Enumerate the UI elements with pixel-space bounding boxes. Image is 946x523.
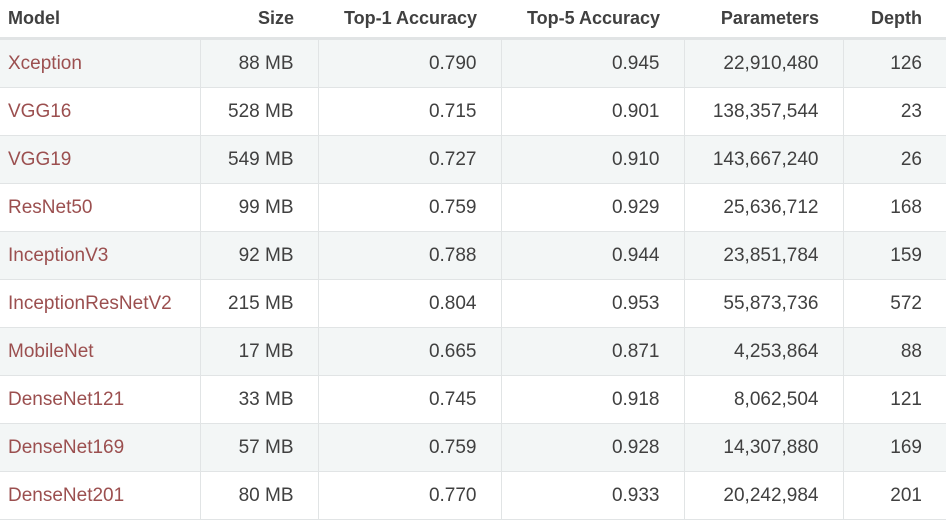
table-body: Xception 88 MB 0.790 0.945 22,910,480 126 VGG1… <box>0 38 946 520</box>
cell-size: 92 MB <box>200 231 319 280</box>
cell-model: DenseNet201 <box>0 471 201 520</box>
cell-top5-accuracy: 0.933 <box>501 471 685 520</box>
cell-size: 33 MB <box>200 375 319 424</box>
table-row: DenseNet121 33 MB 0.745 0.918 8,062,504 121 <box>0 375 946 424</box>
table-row: DenseNet201 80 MB 0.770 0.933 20,242,984 201 <box>0 471 946 520</box>
model-link[interactable]: DenseNet201 <box>8 484 125 506</box>
cell-top1-accuracy: 0.770 <box>318 471 502 520</box>
cell-model: DenseNet169 <box>0 423 201 472</box>
cell-parameters: 138,357,544 <box>684 87 844 136</box>
model-link[interactable]: DenseNet121 <box>8 388 125 410</box>
cell-model: InceptionResNetV2 <box>0 279 201 328</box>
cell-parameters: 14,307,880 <box>684 423 844 472</box>
cell-size: 17 MB <box>200 327 319 376</box>
model-link[interactable]: VGG16 <box>8 100 72 122</box>
cell-depth: 201 <box>843 471 946 520</box>
cell-depth: 88 <box>843 327 946 376</box>
cell-top1-accuracy: 0.759 <box>318 423 502 472</box>
cell-size: 88 MB <box>200 38 319 88</box>
cell-top1-accuracy: 0.790 <box>318 38 502 88</box>
cell-top1-accuracy: 0.759 <box>318 183 502 232</box>
header-row: Model Size Top-1 Accuracy Top-5 Accuracy… <box>0 0 946 40</box>
cell-parameters: 8,062,504 <box>684 375 844 424</box>
header-size: Size <box>200 0 318 40</box>
cell-model: ResNet50 <box>0 183 201 232</box>
model-link[interactable]: InceptionResNetV2 <box>8 292 172 314</box>
cell-model: VGG19 <box>0 135 201 184</box>
model-link[interactable]: Xception <box>8 52 82 74</box>
cell-model: MobileNet <box>0 327 201 376</box>
header-top1-accuracy: Top-1 Accuracy <box>318 0 501 40</box>
header-parameters: Parameters <box>684 0 843 40</box>
cell-size: 99 MB <box>200 183 319 232</box>
cell-model: VGG16 <box>0 87 201 136</box>
cell-top1-accuracy: 0.745 <box>318 375 502 424</box>
cell-parameters: 20,242,984 <box>684 471 844 520</box>
cell-parameters: 23,851,784 <box>684 231 844 280</box>
cell-parameters: 55,873,736 <box>684 279 844 328</box>
cell-top5-accuracy: 0.918 <box>501 375 685 424</box>
table-row: MobileNet 17 MB 0.665 0.871 4,253,864 88 <box>0 327 946 376</box>
header-model: Model <box>0 0 200 40</box>
table-row: InceptionV3 92 MB 0.788 0.944 23,851,784 159 <box>0 231 946 280</box>
cell-top5-accuracy: 0.928 <box>501 423 685 472</box>
cell-size: 549 MB <box>200 135 319 184</box>
model-link[interactable]: DenseNet169 <box>8 436 125 458</box>
cell-top1-accuracy: 0.665 <box>318 327 502 376</box>
cell-top1-accuracy: 0.788 <box>318 231 502 280</box>
table-row: VGG19 549 MB 0.727 0.910 143,667,240 26 <box>0 135 946 184</box>
table-header: Model Size Top-1 Accuracy Top-5 Accuracy… <box>0 0 946 40</box>
cell-depth: 572 <box>843 279 946 328</box>
table-row: Xception 88 MB 0.790 0.945 22,910,480 126 <box>0 38 946 88</box>
cell-model: DenseNet121 <box>0 375 201 424</box>
cell-top1-accuracy: 0.727 <box>318 135 502 184</box>
cell-size: 80 MB <box>200 471 319 520</box>
cell-model: InceptionV3 <box>0 231 201 280</box>
model-link[interactable]: ResNet50 <box>8 196 93 218</box>
cell-parameters: 4,253,864 <box>684 327 844 376</box>
cell-top1-accuracy: 0.804 <box>318 279 502 328</box>
cell-top5-accuracy: 0.945 <box>501 38 685 88</box>
cell-depth: 168 <box>843 183 946 232</box>
cell-parameters: 143,667,240 <box>684 135 844 184</box>
cell-depth: 159 <box>843 231 946 280</box>
cell-top5-accuracy: 0.871 <box>501 327 685 376</box>
cell-depth: 169 <box>843 423 946 472</box>
cell-top1-accuracy: 0.715 <box>318 87 502 136</box>
cell-top5-accuracy: 0.910 <box>501 135 685 184</box>
table-row: VGG16 528 MB 0.715 0.901 138,357,544 23 <box>0 87 946 136</box>
model-link[interactable]: InceptionV3 <box>8 244 109 266</box>
cell-parameters: 25,636,712 <box>684 183 844 232</box>
cell-size: 528 MB <box>200 87 319 136</box>
header-top5-accuracy: Top-5 Accuracy <box>501 0 684 40</box>
cell-depth: 26 <box>843 135 946 184</box>
table-row: DenseNet169 57 MB 0.759 0.928 14,307,880 169 <box>0 423 946 472</box>
cell-size: 215 MB <box>200 279 319 328</box>
cell-top5-accuracy: 0.944 <box>501 231 685 280</box>
cell-depth: 23 <box>843 87 946 136</box>
cell-depth: 126 <box>843 38 946 88</box>
model-link[interactable]: MobileNet <box>8 340 94 362</box>
model-link[interactable]: VGG19 <box>8 148 72 170</box>
cell-depth: 121 <box>843 375 946 424</box>
cell-top5-accuracy: 0.901 <box>501 87 685 136</box>
cell-top5-accuracy: 0.929 <box>501 183 685 232</box>
header-depth: Depth <box>843 0 946 40</box>
table-row: ResNet50 99 MB 0.759 0.929 25,636,712 168 <box>0 183 946 232</box>
cell-parameters: 22,910,480 <box>684 38 844 88</box>
cell-size: 57 MB <box>200 423 319 472</box>
cell-model: Xception <box>0 38 201 88</box>
cell-top5-accuracy: 0.953 <box>501 279 685 328</box>
table-row: InceptionResNetV2 215 MB 0.804 0.953 55,873,… <box>0 279 946 328</box>
